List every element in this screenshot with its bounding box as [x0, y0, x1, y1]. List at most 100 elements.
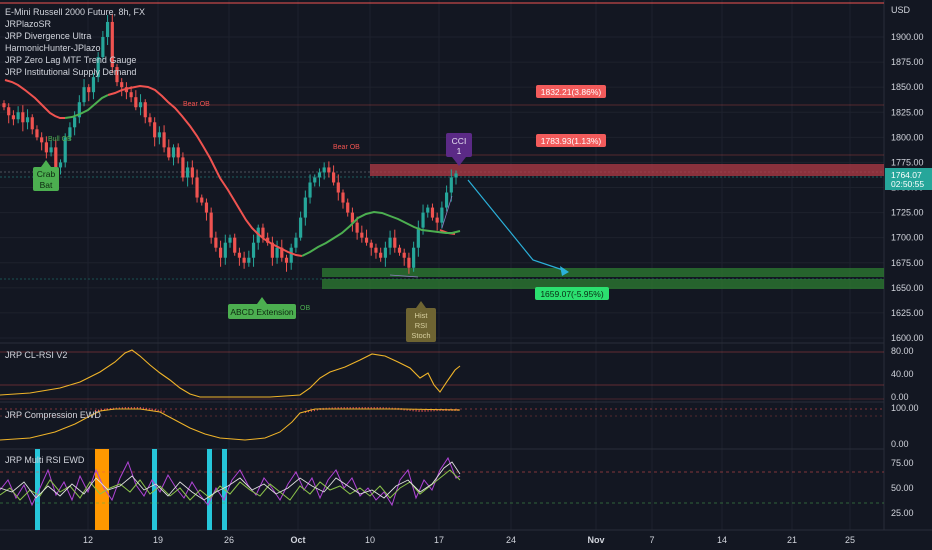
target-1659-text: 1659.07(-5.95%) — [540, 289, 603, 299]
candle-body — [195, 177, 199, 198]
cci-label[interactable]: CCI 1 — [446, 133, 472, 166]
indicator-label[interactable]: JRP Institutional Supply Demand — [5, 67, 136, 77]
price-tick-label: 1625.00 — [891, 308, 924, 318]
time-tick-label: 14 — [717, 535, 727, 545]
symbol-title[interactable]: E-Mini Russell 2000 Future, 8h, FX — [5, 7, 145, 17]
projection-path — [467, 179, 567, 272]
target-label-1784[interactable]: 1783.93(1.13%) — [536, 134, 606, 147]
candle-body — [275, 247, 279, 258]
candle-body — [200, 197, 204, 203]
candle-body — [138, 102, 143, 108]
multirsi-title[interactable]: JRP Multi RSI EWD — [5, 455, 85, 465]
candle-body — [435, 217, 439, 223]
price-axis[interactable]: 1900.00 1875.00 1850.00 1825.00 1800.00 1775.… — [891, 32, 924, 343]
candle-body — [162, 132, 166, 148]
candle-body — [167, 147, 171, 158]
bear-ob-label-top: Bear OB — [183, 101, 210, 108]
candle-body — [407, 257, 411, 268]
crab-bat-line2: Bat — [40, 180, 53, 190]
indicator-label[interactable]: JRPlazoSR — [5, 19, 52, 29]
hist-rsi-stoch-label[interactable]: Hist RSI Stoch — [406, 301, 436, 342]
demand-zone-lower[interactable] — [322, 279, 884, 289]
divergence-line — [441, 195, 453, 229]
multirsi-pane[interactable] — [0, 449, 884, 530]
divergence-line-low — [389, 274, 419, 278]
candle-body — [209, 212, 213, 238]
clrsi-tick: 0.00 — [891, 392, 909, 402]
candle-body — [327, 167, 331, 173]
candle-body — [218, 247, 223, 258]
crab-bat-label[interactable]: Crab Bat — [33, 160, 59, 191]
multirsi-tick: 50.00 — [891, 483, 914, 493]
candle-body — [58, 162, 63, 168]
compression-line — [0, 408, 461, 441]
candle-body — [430, 207, 435, 218]
price-tick-label: 1875.00 — [891, 57, 924, 67]
candle-body — [303, 197, 307, 218]
candle-body — [251, 242, 256, 258]
candle-body — [49, 147, 53, 153]
clrsi-tick: 80.00 — [891, 346, 914, 356]
cci-line2: 1 — [457, 146, 462, 156]
alert-bar-cyan — [35, 449, 40, 530]
target-label-1832[interactable]: 1832.21(3.86%) — [536, 85, 606, 98]
clrsi-title[interactable]: JRP CL-RSI V2 — [5, 350, 67, 360]
candle-body — [96, 57, 100, 78]
projection-arrowhead-icon — [560, 266, 569, 276]
time-tick-label: 24 — [506, 535, 516, 545]
candle-body — [54, 147, 58, 168]
time-tick-label: 17 — [434, 535, 444, 545]
candle-body — [270, 242, 274, 258]
target-1832-text: 1832.21(3.86%) — [541, 87, 602, 97]
candle-body — [261, 227, 265, 238]
compression-pane[interactable] — [0, 407, 884, 441]
candle-body — [110, 21, 114, 68]
indicator-label[interactable]: JRP Zero Lag MTF Trend Gauge — [5, 55, 136, 65]
time-axis[interactable]: 12 19 26 Oct 10 17 24 Nov 7 14 21 25 — [83, 535, 855, 545]
candle-body — [341, 192, 345, 203]
price-tick-label: 1825.00 — [891, 107, 924, 117]
candle-body — [412, 247, 416, 268]
pointer-up-icon — [257, 297, 267, 304]
candle-body — [364, 237, 369, 243]
candle-body — [331, 172, 336, 183]
candle-body — [204, 202, 209, 213]
candle-body — [444, 192, 449, 208]
alert-bar-orange — [95, 449, 109, 530]
alert-bar-cyan — [207, 449, 212, 530]
candle-body — [454, 173, 458, 178]
target-label-1659[interactable]: 1659.07(-5.95%) — [535, 287, 609, 300]
candle-body — [383, 247, 387, 258]
indicator-label[interactable]: HarmonicHunter-JPlazo — [5, 43, 101, 53]
cci-line1: CCI — [452, 136, 467, 146]
compression-title[interactable]: JRP Compression EWD — [5, 410, 101, 420]
candle-body — [402, 252, 406, 258]
candle-body — [374, 247, 378, 253]
price-tick-label: 1800.00 — [891, 132, 924, 142]
time-tick-label: 26 — [224, 535, 234, 545]
hist-line2: RSI — [415, 321, 428, 330]
candle-body — [181, 157, 185, 178]
multirsi-tick: 25.00 — [891, 508, 914, 518]
candle-body — [120, 82, 124, 88]
clrsi-pane[interactable] — [0, 349, 884, 400]
candle-body — [214, 237, 218, 248]
candle-body — [294, 237, 298, 248]
candle-body — [397, 247, 402, 253]
candle-body — [237, 252, 242, 258]
supply-zone[interactable] — [370, 164, 884, 176]
bull-ob-label: Bull OB — [48, 136, 72, 143]
abcd-extension-label[interactable]: ABCD Extension — [228, 297, 296, 319]
time-tick-label: 10 — [365, 535, 375, 545]
candle-body — [346, 202, 350, 213]
price-tick-label: 1650.00 — [891, 283, 924, 293]
candle-body — [105, 21, 110, 37]
clrsi-line — [0, 349, 461, 398]
indicator-label[interactable]: JRP Divergence Ultra — [5, 31, 91, 41]
candle-body — [440, 207, 444, 223]
candle-body — [355, 222, 359, 233]
demand-zone-upper[interactable] — [322, 268, 884, 277]
trend-gauge-bull — [64, 94, 461, 257]
last-price-value: 1764.07 — [891, 170, 922, 180]
